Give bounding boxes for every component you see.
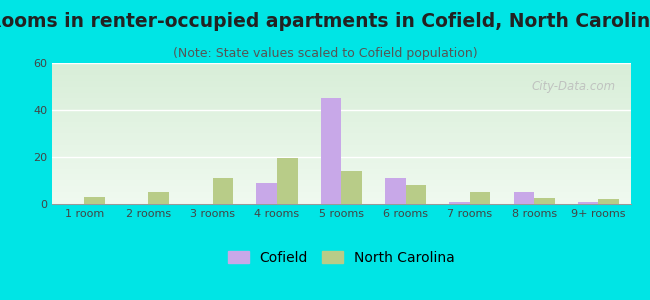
- Bar: [578, 202, 599, 204]
- Bar: [599, 199, 619, 204]
- Bar: [534, 198, 554, 204]
- Bar: [256, 183, 277, 204]
- Text: City-Data.com: City-Data.com: [532, 80, 616, 93]
- Bar: [84, 197, 105, 204]
- Bar: [470, 192, 490, 204]
- Legend: Cofield, North Carolina: Cofield, North Carolina: [222, 245, 460, 270]
- Bar: [320, 98, 341, 204]
- Bar: [385, 178, 406, 204]
- Bar: [277, 158, 298, 204]
- Bar: [213, 178, 233, 204]
- Bar: [449, 202, 470, 204]
- Text: Rooms in renter-occupied apartments in Cofield, North Carolina: Rooms in renter-occupied apartments in C…: [0, 12, 650, 31]
- Bar: [148, 192, 169, 204]
- Bar: [341, 171, 362, 204]
- Text: (Note: State values scaled to Cofield population): (Note: State values scaled to Cofield po…: [173, 46, 477, 59]
- Bar: [406, 185, 426, 204]
- Bar: [514, 192, 534, 204]
